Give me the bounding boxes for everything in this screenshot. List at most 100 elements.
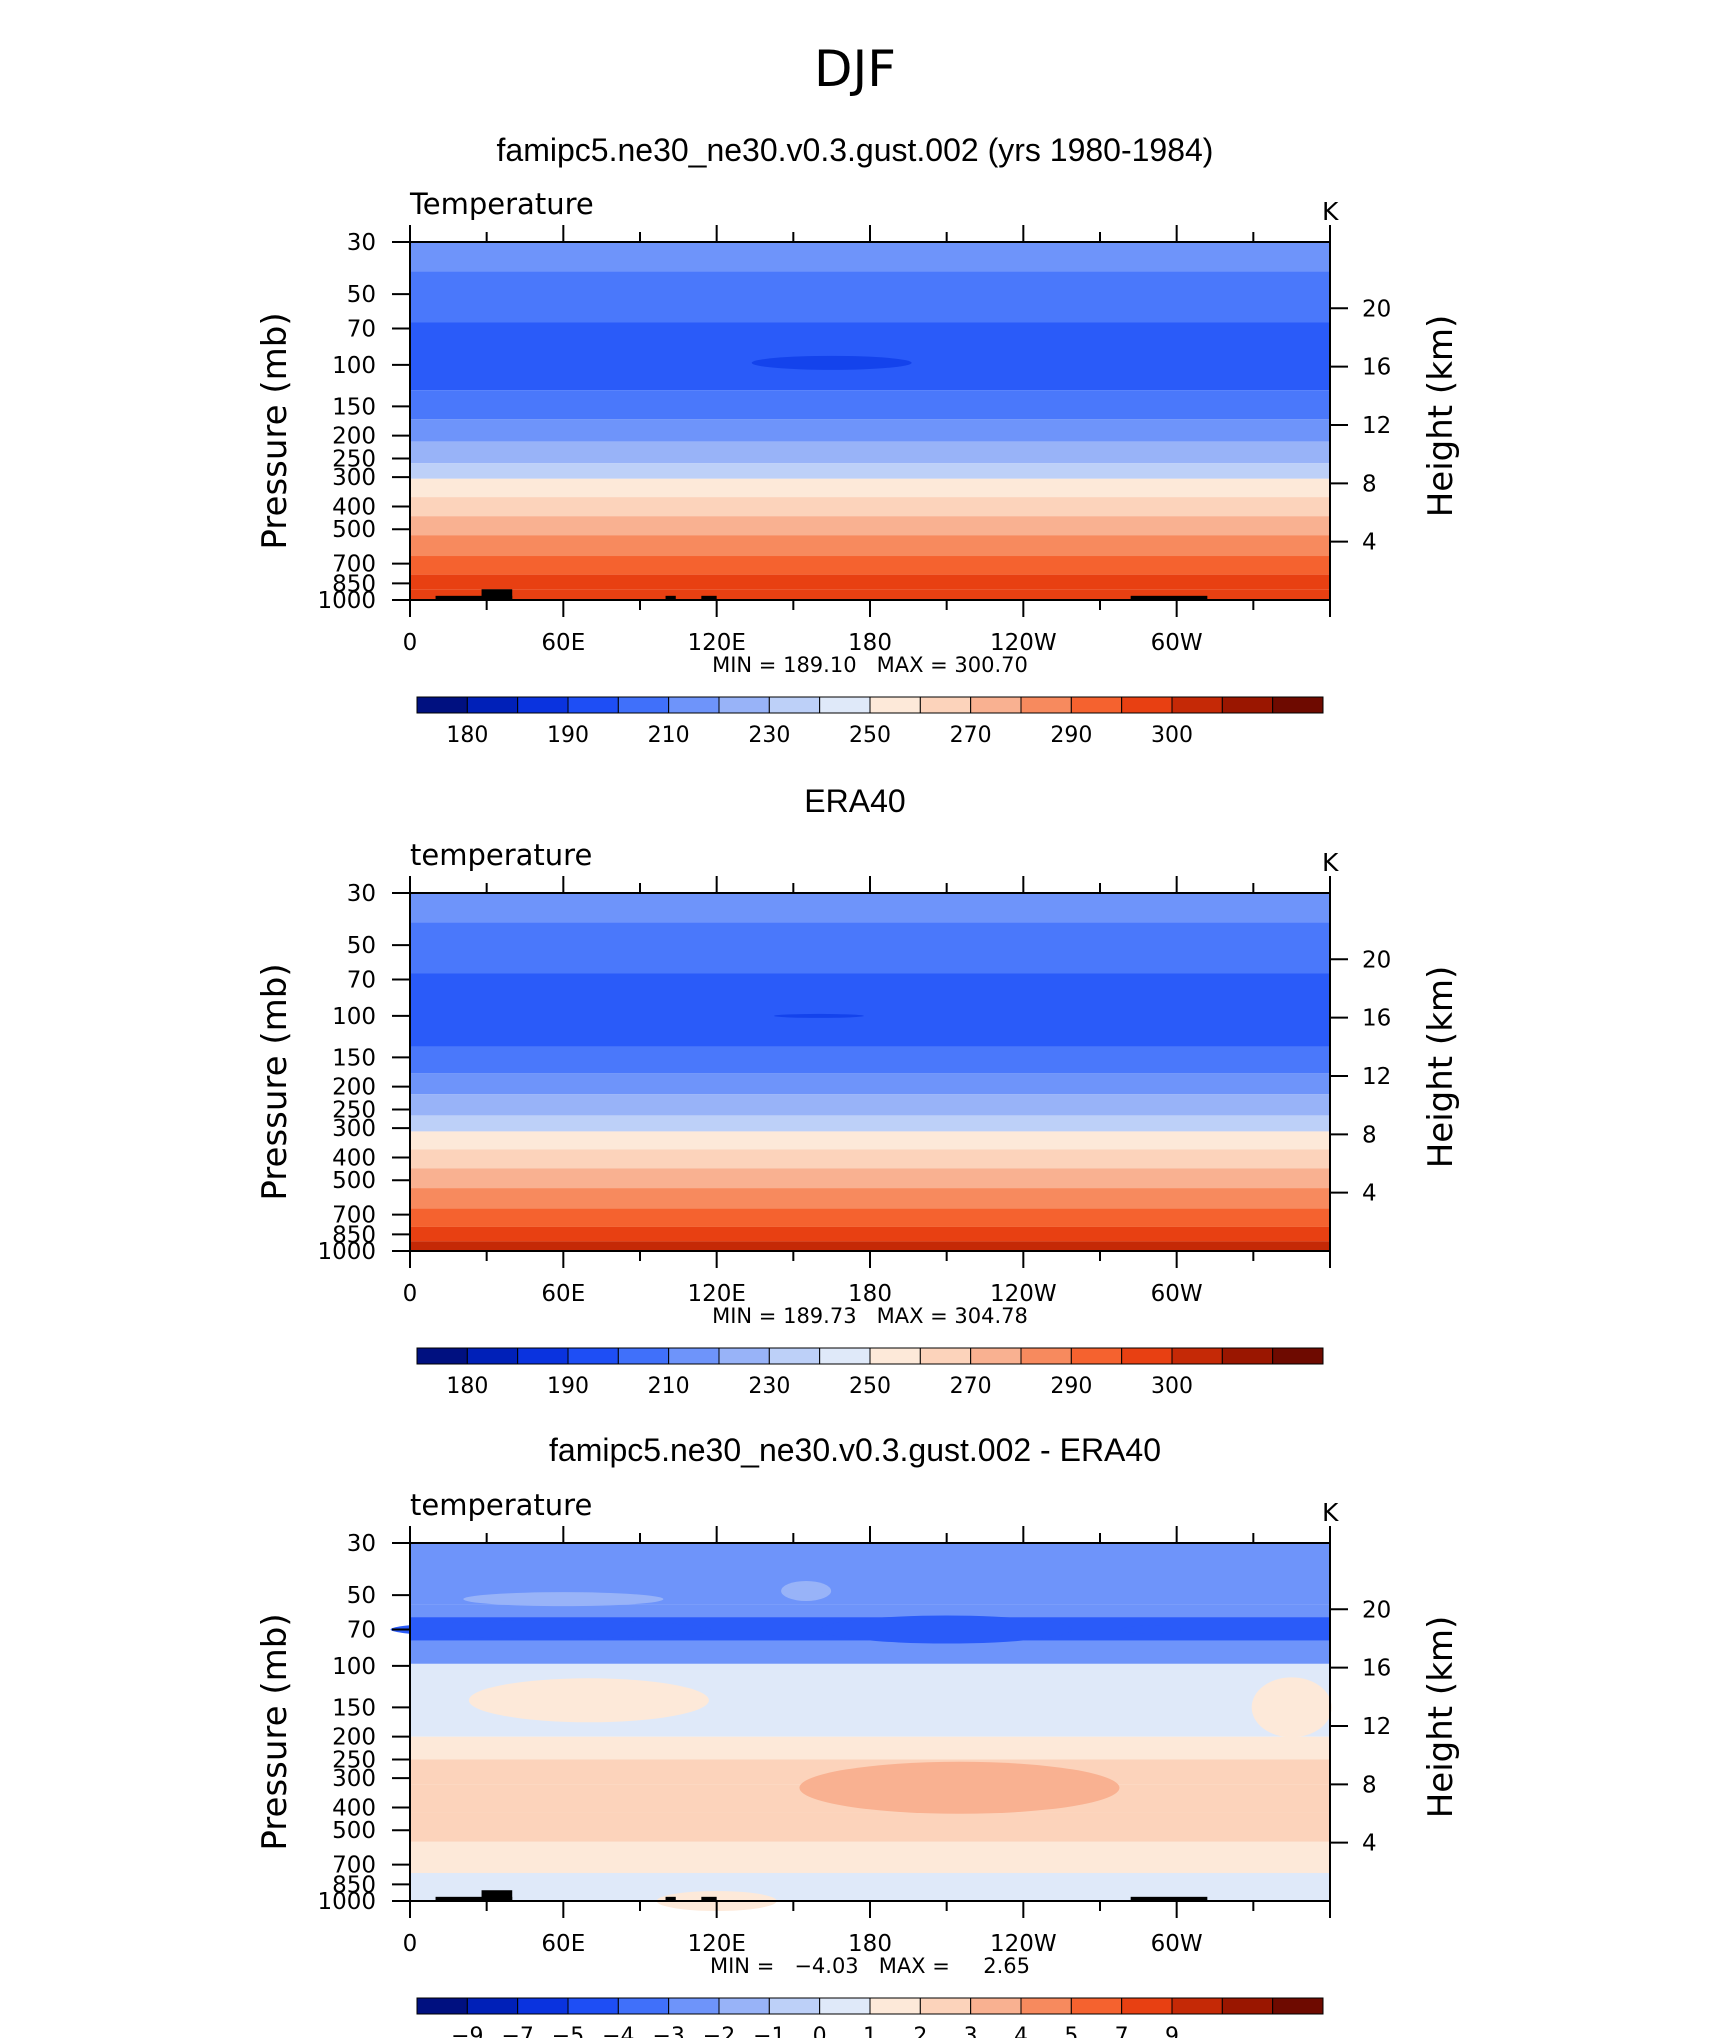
colorbar-swatch <box>1020 696 1072 714</box>
topography <box>665 595 676 600</box>
units-label: K <box>1322 1498 1339 1527</box>
colorbar-label: 0 <box>813 2024 827 2038</box>
colorbar-label: −2 <box>703 2024 735 2038</box>
topography <box>665 1896 676 1901</box>
colorbar-swatch <box>1121 1997 1173 2015</box>
y2-tick-label: 8 <box>1362 471 1377 497</box>
colorbar-swatch <box>567 1347 619 1365</box>
colorbar-swatch <box>970 1347 1022 1365</box>
colorbar-swatch <box>919 696 972 714</box>
colorbar-label: 4 <box>1014 2024 1028 2038</box>
colorbar-swatch <box>1171 1997 1223 2015</box>
colorbar-swatch <box>416 696 468 714</box>
y-tick-label: 700 <box>332 552 376 578</box>
contour-band <box>410 1131 1330 1150</box>
y-tick-label: 250 <box>332 1747 376 1773</box>
y-tick-label: 250 <box>332 1097 376 1123</box>
contour-band <box>410 535 1330 557</box>
contour-band <box>410 322 1330 391</box>
y2-tick-label: 4 <box>1362 530 1377 556</box>
y2-tick-label: 8 <box>1362 1772 1377 1798</box>
topography <box>481 1890 513 1901</box>
colorbar-swatch <box>617 1347 670 1365</box>
variable-label: temperature <box>410 1488 592 1522</box>
x-tick-label: 0 <box>403 1931 418 1957</box>
colorbar-swatch <box>819 1997 871 2015</box>
topography <box>1130 1896 1208 1901</box>
y-tick-label: 500 <box>332 1168 376 1194</box>
y-tick-label: 30 <box>347 230 376 256</box>
topography <box>435 595 513 600</box>
x-tick-label: 120E <box>687 630 745 656</box>
y-axis-label: Pressure (mb) <box>255 963 295 1200</box>
colorbar-swatch <box>1171 696 1223 714</box>
y-tick-label: 1000 <box>317 1239 376 1265</box>
colorbar-label: 300 <box>1151 723 1193 748</box>
y-tick-label: 500 <box>332 1818 376 1844</box>
colorbar-swatch <box>1272 1347 1324 1365</box>
topography <box>481 589 513 600</box>
colorbar-label: 190 <box>547 1374 589 1399</box>
contour-band <box>410 497 1330 517</box>
colorbar-label: 180 <box>446 723 488 748</box>
x-tick-label: 120W <box>990 1931 1057 1957</box>
warm-anomaly-region <box>468 1678 709 1723</box>
colorbar-swatch <box>718 1997 770 2015</box>
y-tick-label: 200 <box>332 1075 376 1101</box>
colorbar-swatch <box>1272 696 1324 714</box>
colorbar-swatch <box>1121 1347 1173 1365</box>
y-tick-label: 250 <box>332 446 376 472</box>
y-tick-label: 300 <box>332 465 376 491</box>
y-tick-label: 850 <box>332 571 376 597</box>
x-tick-label: 120W <box>990 630 1057 656</box>
y-tick-label: 100 <box>332 1654 376 1680</box>
colorbar-swatch <box>1272 1997 1324 2015</box>
colorbar-label: 230 <box>748 1374 790 1399</box>
colorbar-swatch <box>819 696 871 714</box>
chart-panel-1: 0 60E 120E 180 120W 60W3050701001502002503004… <box>255 187 1461 748</box>
y-tick-label: 150 <box>332 1695 376 1721</box>
variable-label: Temperature <box>409 187 594 221</box>
topography <box>435 1896 513 1901</box>
x-tick-label: 120E <box>687 1281 745 1307</box>
contour-band <box>410 1241 1330 1251</box>
colorbar-label: −9 <box>451 2024 483 2038</box>
contour-band <box>410 589 1330 600</box>
colorbar-swatch <box>970 696 1022 714</box>
colorbar-swatch <box>819 1347 871 1365</box>
y2-tick-label: 16 <box>1362 1006 1391 1032</box>
y-tick-label: 200 <box>332 1725 376 1751</box>
colorbar-label: 7 <box>1115 2024 1129 2038</box>
colorbar-label: 2 <box>913 2024 927 2038</box>
contour-band <box>410 1841 1330 1873</box>
topography <box>701 1896 717 1901</box>
contour-band <box>410 973 1330 1047</box>
colorbar-label: 190 <box>547 723 589 748</box>
x-tick-label: 60E <box>541 1281 585 1307</box>
y-tick-label: 70 <box>347 317 376 343</box>
chart-panel-2: 0 60E 120E 180 120W 60W3050701001502002503004… <box>255 838 1461 1399</box>
colorbar-label: 210 <box>648 723 690 748</box>
colorbar-swatch <box>718 696 770 714</box>
colorbar-swatch <box>970 1997 1022 2015</box>
colorbar-label: 250 <box>849 1374 891 1399</box>
colorbar-swatch <box>1171 1347 1223 1365</box>
colorbar-swatch <box>416 1347 468 1365</box>
y2-tick-label: 8 <box>1362 1122 1377 1148</box>
y-tick-label: 500 <box>332 517 376 543</box>
topography <box>1130 595 1208 600</box>
colorbar-label: 270 <box>950 723 992 748</box>
contour-band <box>410 1736 1330 1760</box>
variable-label: temperature <box>410 838 592 872</box>
colorbar-swatch <box>1121 696 1173 714</box>
contour-band <box>410 1872 1330 1901</box>
contour-band <box>410 1226 1330 1242</box>
colorbar-swatch <box>466 1997 519 2015</box>
x-tick-label: 120W <box>990 1281 1057 1307</box>
colorbar-swatch <box>517 1347 569 1365</box>
y-tick-label: 1000 <box>317 1889 376 1915</box>
contour-band <box>410 1208 1330 1227</box>
colorbar-swatch <box>567 1997 619 2015</box>
warm-anomaly-region <box>799 1761 1120 1814</box>
